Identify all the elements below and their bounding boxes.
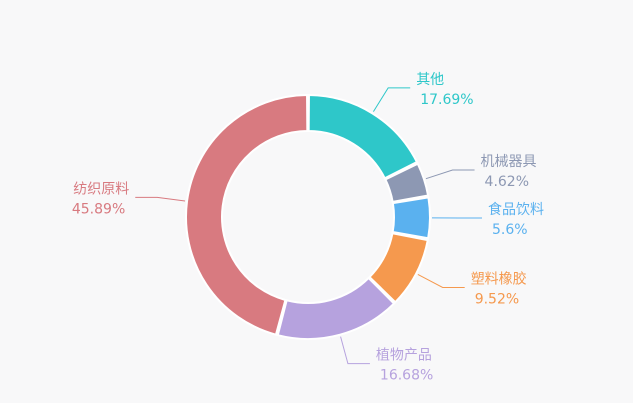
slice-label-name-0: 其他 bbox=[416, 72, 444, 88]
donut-slice-1[interactable] bbox=[384, 162, 430, 204]
slice-label-percent-4: 16.68% bbox=[380, 368, 433, 384]
slice-label-name-1: 机械器具 bbox=[481, 154, 537, 170]
leader-line-3 bbox=[417, 274, 465, 288]
slice-label-percent-0: 17.69% bbox=[420, 92, 473, 108]
donut-slice-3[interactable] bbox=[368, 232, 429, 304]
donut-slice-5[interactable] bbox=[185, 93, 309, 336]
slice-label-percent-1: 4.62% bbox=[485, 174, 529, 190]
donut-slice-4[interactable] bbox=[276, 276, 396, 340]
slice-label-name-4: 植物产品 bbox=[376, 348, 432, 364]
leader-line-0 bbox=[372, 87, 411, 112]
donut-slice-0[interactable] bbox=[307, 93, 419, 180]
donut-slice-2[interactable] bbox=[391, 196, 431, 240]
slice-label-name-2: 食品饮料 bbox=[488, 201, 544, 218]
slice-label-percent-2: 5.6% bbox=[492, 222, 528, 238]
leader-line-4 bbox=[340, 336, 370, 365]
slice-label-percent-5: 45.89% bbox=[72, 201, 125, 217]
leader-line-5 bbox=[135, 196, 186, 202]
leader-line-1 bbox=[425, 169, 475, 180]
slice-label-name-3: 塑料橡胶 bbox=[471, 270, 527, 287]
slice-label-name-5: 纺织原料 bbox=[73, 181, 129, 197]
slice-label-percent-3: 9.52% bbox=[475, 291, 519, 307]
